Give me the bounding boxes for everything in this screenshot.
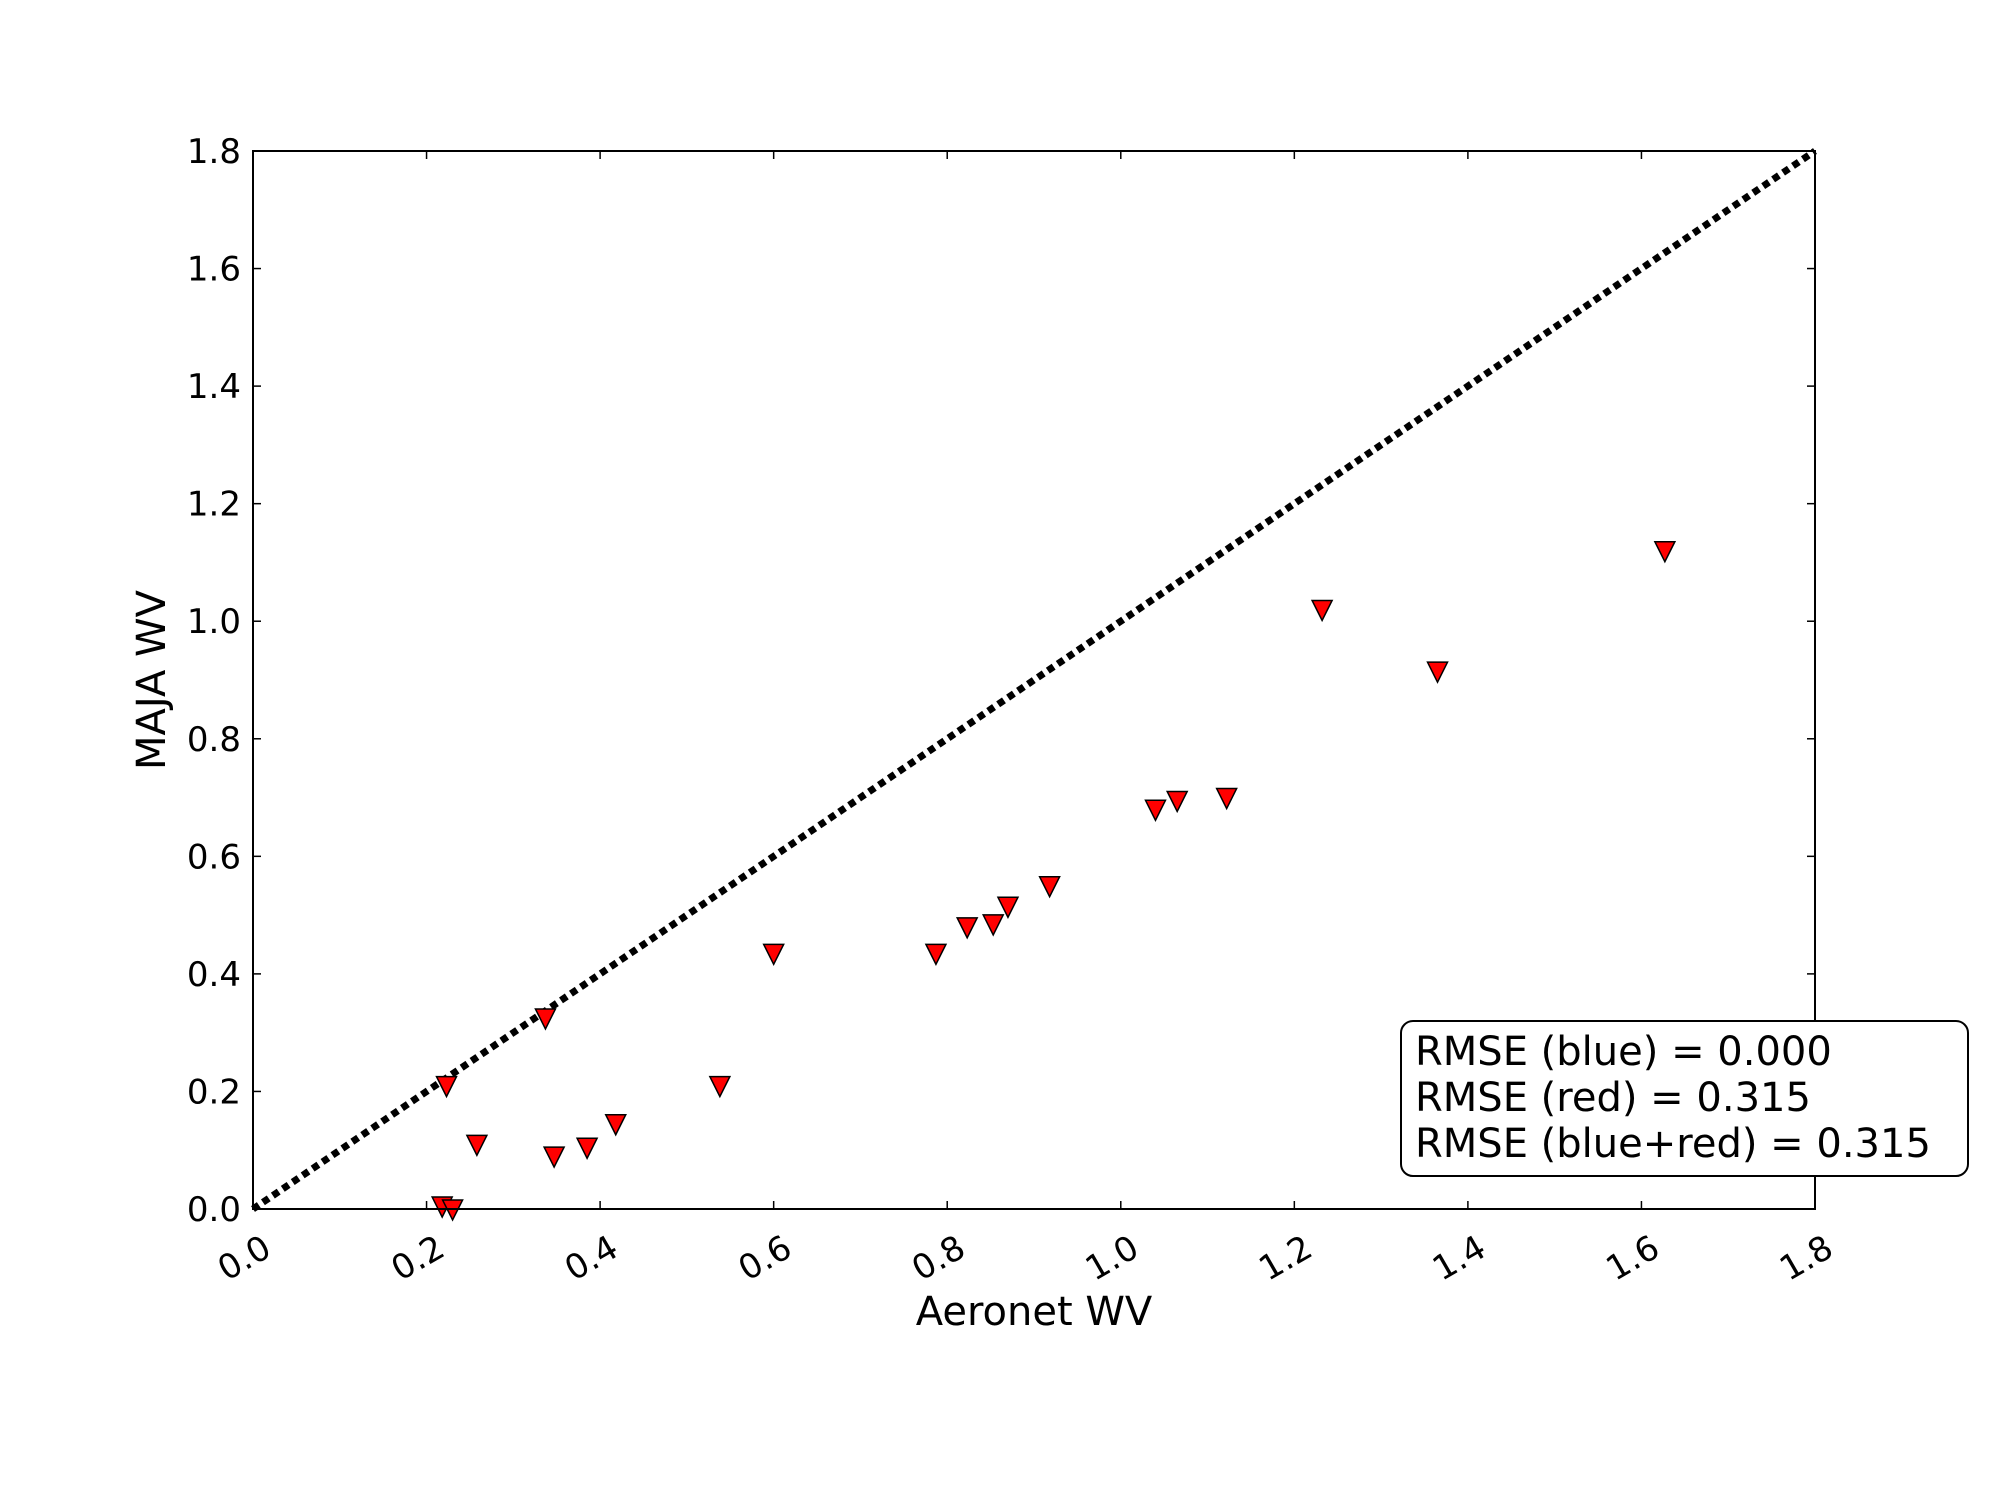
y-tick-label: 0.4 [187, 955, 241, 995]
rmse-annotation-box: RMSE (blue) = 0.000 RMSE (red) = 0.315 R… [1400, 1020, 1969, 1177]
y-axis: 0.0 0.2 0.4 0.6 0.8 1.0 1.2 1.4 1.6 1.8 [187, 132, 1815, 1230]
data-point [996, 896, 1020, 919]
x-tick-label: 0.2 [385, 1228, 452, 1290]
plot-frame [252, 150, 1816, 1210]
data-point [534, 1008, 557, 1031]
x-tick-label: 0.8 [905, 1228, 972, 1290]
x-tick-label: 1.2 [1252, 1228, 1319, 1290]
x-tick-label: 0.4 [558, 1228, 625, 1290]
data-point [924, 943, 948, 966]
y-tick-label: 1.0 [187, 602, 241, 642]
data-point [604, 1114, 627, 1137]
x-tick-label: 1.8 [1773, 1228, 1840, 1290]
x-axis-label: Aeronet WV [916, 1289, 1153, 1335]
x-tick-label: 0.6 [732, 1228, 799, 1290]
x-tick-label: 0.0 [211, 1228, 278, 1290]
rmse-annotation-frame [1400, 1020, 1969, 1177]
y-tick-label: 0.0 [187, 1190, 241, 1230]
data-point [542, 1146, 566, 1169]
y-tick-label: 1.2 [187, 485, 241, 525]
data-point [1426, 661, 1449, 684]
data-point [982, 914, 1005, 937]
data-point [1653, 540, 1677, 564]
data-point [1310, 599, 1334, 623]
data-point [575, 1137, 599, 1160]
data-point [955, 917, 979, 940]
reference-line-layer [251, 148, 1817, 1212]
y-axis-label: MAJA WV [129, 589, 175, 770]
data-point [1215, 787, 1238, 811]
data-point [1165, 790, 1189, 814]
points-layer [430, 540, 1677, 1222]
data-point [708, 1075, 732, 1099]
rmse-combined-text: RMSE (blue+red) = 0.315 [1415, 1121, 1931, 1167]
x-tick-label: 1.6 [1600, 1228, 1667, 1290]
rmse-blue-text: RMSE (blue) = 0.000 [1415, 1029, 1832, 1075]
data-point [762, 943, 785, 966]
reference-line-1to1 [251, 148, 1817, 1212]
y-tick-label: 1.4 [187, 367, 241, 407]
x-tick-label: 1.4 [1426, 1228, 1493, 1290]
y-tick-label: 1.6 [187, 250, 241, 290]
data-point [465, 1134, 489, 1158]
data-point [435, 1075, 458, 1099]
x-tick-label: 1.0 [1079, 1228, 1146, 1290]
data-point [1144, 799, 1167, 822]
y-tick-label: 1.8 [187, 132, 241, 172]
y-tick-label: 0.2 [187, 1072, 241, 1112]
rmse-red-text: RMSE (red) = 0.315 [1415, 1075, 1811, 1121]
y-tick-label: 0.8 [187, 720, 241, 760]
y-tick-label: 0.6 [187, 837, 241, 877]
data-point [1038, 875, 1061, 899]
